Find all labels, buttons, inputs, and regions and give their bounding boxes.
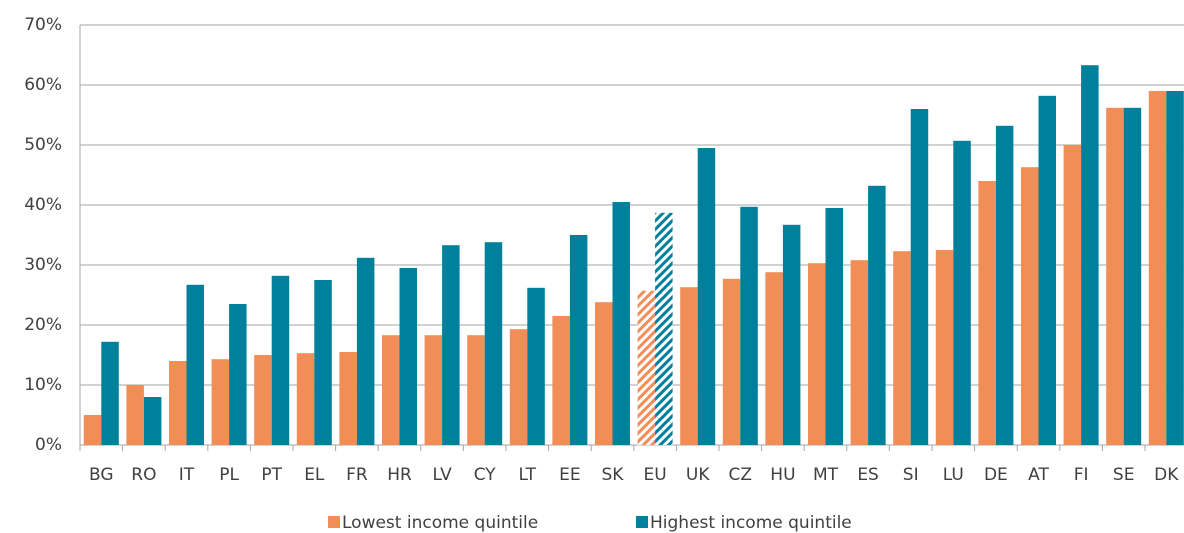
bar — [83, 415, 102, 445]
bar — [339, 352, 357, 445]
x-tick-label: LU — [943, 465, 964, 485]
x-tick-label: ES — [857, 465, 879, 485]
x-tick-label: IT — [179, 465, 195, 485]
bar — [935, 250, 954, 445]
bar — [126, 385, 144, 445]
bar — [765, 272, 783, 445]
y-tick-label: 40% — [24, 195, 62, 215]
bar — [637, 290, 656, 445]
x-tick-label: SE — [1113, 465, 1135, 485]
bar — [442, 245, 460, 445]
bar — [382, 335, 400, 445]
bar — [850, 260, 869, 445]
bar — [296, 353, 315, 445]
bar — [1021, 167, 1039, 445]
x-tick-label: CZ — [729, 465, 753, 485]
x-tick-label: UK — [686, 465, 710, 485]
x-tick-label: PT — [261, 465, 282, 485]
legend-label: Lowest income quintile — [342, 513, 538, 533]
x-tick-label: HU — [770, 465, 795, 485]
bar — [1123, 107, 1142, 446]
bar — [978, 181, 996, 445]
bar — [467, 335, 485, 445]
x-tick-label: HR — [387, 465, 412, 485]
y-tick-label: 20% — [24, 315, 62, 335]
bar — [229, 304, 247, 445]
bar — [101, 341, 119, 445]
x-tick-label: EU — [644, 465, 667, 485]
bar — [271, 275, 290, 445]
bar — [186, 284, 204, 445]
legend-label: Highest income quintile — [650, 513, 852, 533]
bar — [1106, 107, 1124, 446]
x-tick-label: PL — [219, 465, 239, 485]
bar — [697, 148, 716, 445]
x-tick-label: SI — [903, 465, 919, 485]
bar — [484, 242, 503, 445]
x-tick-label: LT — [519, 465, 537, 485]
bar — [569, 235, 588, 445]
x-tick-label: EE — [559, 465, 580, 485]
bar — [655, 212, 673, 445]
bar — [424, 335, 443, 445]
bar — [868, 185, 886, 446]
bar — [1038, 95, 1056, 446]
bar — [808, 263, 826, 445]
bar — [1148, 91, 1167, 445]
y-tick-label: 50% — [24, 135, 62, 155]
bar — [527, 287, 545, 445]
bar — [314, 280, 332, 445]
x-tick-label: DE — [984, 465, 1008, 485]
x-tick-label: BG — [89, 465, 114, 485]
y-tick-label: 0% — [35, 435, 62, 455]
bar — [893, 251, 911, 445]
bar — [169, 361, 187, 445]
bar — [995, 125, 1014, 446]
bar — [1081, 65, 1099, 445]
bar — [509, 329, 528, 445]
x-tick-label: CY — [474, 465, 497, 485]
x-tick-label: RO — [131, 465, 156, 485]
bar — [680, 287, 698, 445]
x-tick-label: DK — [1154, 465, 1179, 485]
bar — [740, 206, 758, 445]
y-tick-label: 30% — [24, 255, 62, 275]
bar — [399, 268, 417, 445]
legend-swatch — [636, 516, 648, 528]
bar — [211, 359, 230, 445]
x-tick-label: SK — [602, 465, 625, 485]
y-tick-label: 70% — [24, 15, 62, 35]
bar — [722, 278, 741, 445]
bar — [1166, 91, 1184, 445]
bar — [953, 140, 971, 446]
x-tick-label: FR — [346, 465, 368, 485]
y-tick-label: 60% — [24, 75, 62, 95]
bar — [1063, 145, 1082, 445]
bar — [612, 202, 630, 445]
bar — [825, 208, 843, 445]
legend-swatch — [328, 516, 340, 528]
bar — [356, 257, 375, 445]
x-tick-label: LV — [432, 465, 452, 485]
bar — [552, 316, 570, 445]
bar — [910, 109, 929, 445]
x-tick-label: EL — [304, 465, 325, 485]
x-tick-label: MT — [813, 465, 839, 485]
bar — [143, 397, 162, 445]
y-tick-label: 10% — [24, 375, 62, 395]
x-tick-label: FI — [1074, 465, 1089, 485]
bar — [782, 224, 801, 445]
x-tick-label: AT — [1028, 465, 1049, 485]
bar — [595, 302, 613, 445]
bar — [254, 355, 272, 445]
